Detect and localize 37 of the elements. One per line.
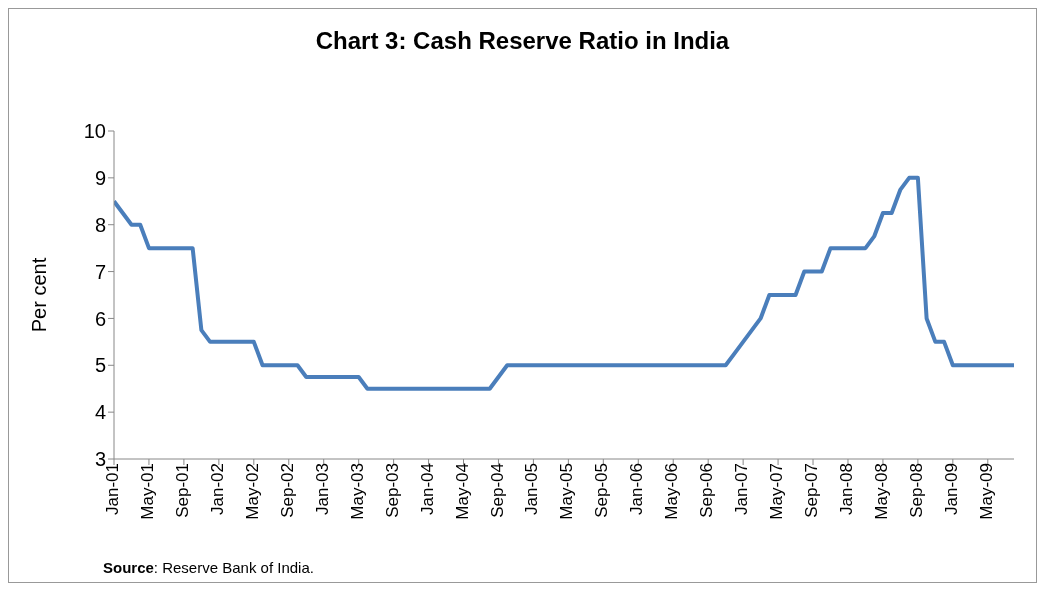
- x-tick-label: May-03: [347, 463, 367, 520]
- x-tick-label: May-04: [452, 463, 472, 520]
- y-tick-label: 7: [94, 260, 106, 283]
- x-tick-label: Sep-02: [277, 463, 297, 518]
- x-tick-label: Jan-02: [207, 463, 227, 515]
- y-tick-label: 3: [94, 448, 106, 471]
- x-tick-label: Jan-08: [837, 463, 857, 515]
- x-tick-label: Sep-06: [697, 463, 717, 518]
- x-tick-label: May-07: [767, 463, 787, 520]
- x-tick-label: Jan-06: [627, 463, 647, 515]
- y-tick-label: 4: [94, 401, 106, 424]
- y-axis-title: Per cent: [28, 257, 51, 333]
- y-tick-label: 5: [94, 354, 106, 377]
- x-tick-label: Jan-04: [417, 463, 437, 515]
- x-tick-label: May-05: [557, 463, 577, 520]
- x-tick-label: Sep-03: [382, 463, 402, 518]
- x-tick-label: Sep-05: [592, 463, 612, 518]
- x-tick-label: Jan-09: [941, 463, 961, 515]
- x-tick-label: Sep-07: [802, 463, 822, 518]
- y-tick-label: 8: [94, 213, 106, 236]
- source-note: Source: Reserve Bank of India.: [103, 559, 314, 576]
- x-tick-label: Sep-04: [487, 463, 507, 518]
- y-tick-label: 10: [83, 120, 106, 143]
- x-tick-label: May-06: [662, 463, 682, 520]
- x-tick-label: Jan-07: [732, 463, 752, 515]
- y-tick-label: 9: [94, 166, 106, 189]
- line-series: [114, 175, 1014, 391]
- x-tick-label: Sep-08: [906, 463, 926, 518]
- x-tick-label: Sep-01: [172, 463, 192, 518]
- x-tick-label: Jan-05: [522, 463, 542, 515]
- y-tick-label: 6: [94, 307, 106, 330]
- x-tick-label: May-09: [976, 463, 996, 520]
- x-tick-label: Jan-03: [312, 463, 332, 515]
- x-tick-label: May-02: [242, 463, 262, 520]
- chart-title: Chart 3: Cash Reserve Ratio in India: [314, 27, 731, 55]
- x-tick-label: May-01: [138, 463, 158, 520]
- x-tick-label: May-08: [872, 463, 891, 520]
